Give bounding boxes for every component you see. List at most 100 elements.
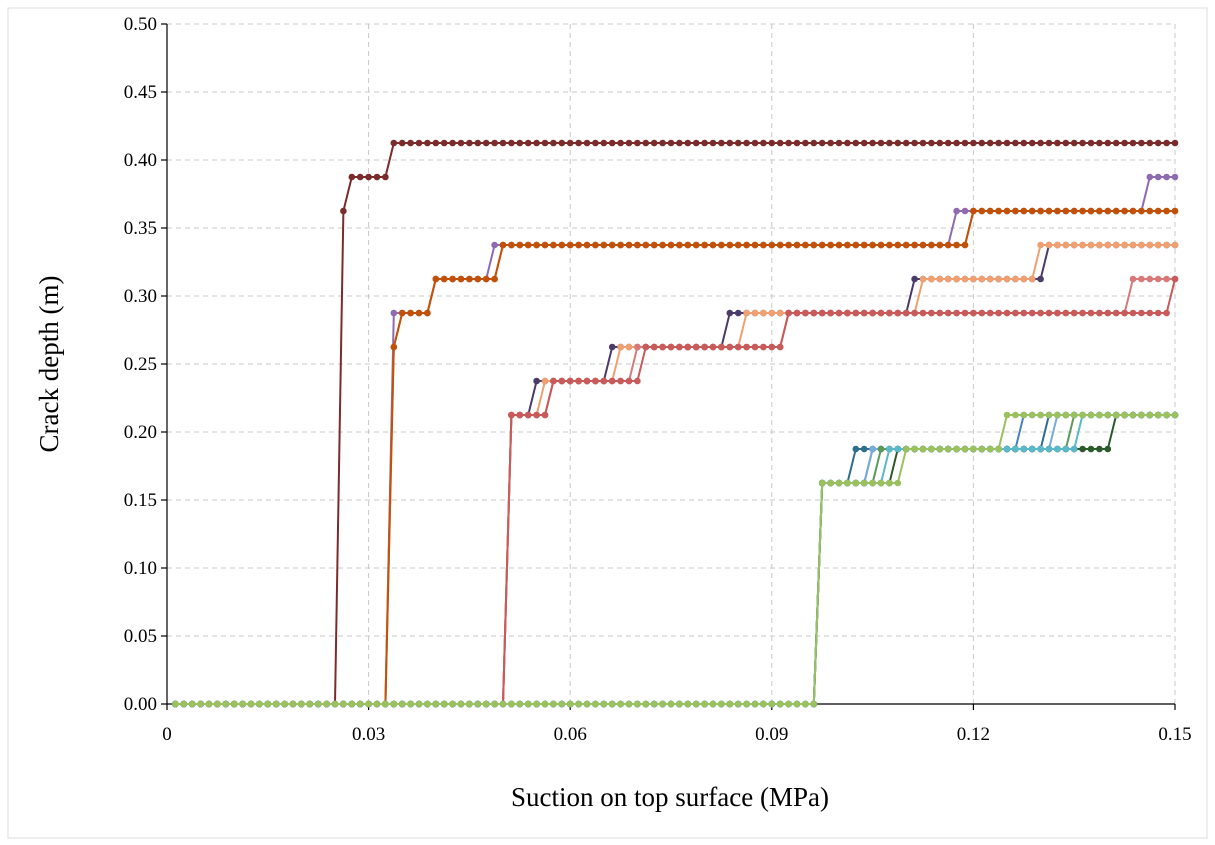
data-point bbox=[172, 700, 179, 708]
data-point bbox=[718, 700, 725, 708]
data-point bbox=[1070, 139, 1078, 147]
x-tick-label: 0 bbox=[162, 724, 172, 745]
data-point bbox=[1171, 275, 1179, 283]
data-point bbox=[768, 309, 776, 317]
data-point bbox=[877, 479, 885, 487]
data-point bbox=[617, 700, 624, 708]
data-point bbox=[323, 700, 330, 708]
data-point bbox=[592, 139, 599, 147]
data-point bbox=[818, 479, 826, 487]
data-point bbox=[936, 139, 944, 147]
data-point bbox=[583, 139, 591, 147]
data-point bbox=[701, 700, 708, 708]
data-point bbox=[1087, 207, 1095, 215]
data-point bbox=[474, 700, 482, 708]
data-point bbox=[734, 139, 742, 147]
data-point bbox=[1138, 309, 1145, 317]
data-point bbox=[726, 139, 734, 147]
data-point bbox=[541, 411, 549, 419]
data-point bbox=[457, 700, 465, 708]
data-point bbox=[1070, 445, 1078, 453]
data-point bbox=[659, 139, 666, 147]
series-5 bbox=[172, 241, 1179, 708]
data-point bbox=[415, 309, 423, 317]
data-point bbox=[533, 700, 540, 708]
data-point bbox=[449, 139, 456, 147]
data-point bbox=[1003, 275, 1011, 283]
data-point bbox=[398, 139, 406, 147]
data-point bbox=[482, 139, 490, 147]
data-point bbox=[1070, 411, 1078, 419]
data-point bbox=[625, 700, 633, 708]
series-8 bbox=[172, 275, 1179, 708]
data-point bbox=[1129, 411, 1137, 419]
data-point bbox=[928, 309, 935, 317]
data-point bbox=[877, 139, 885, 147]
data-point bbox=[516, 411, 524, 419]
data-point bbox=[1028, 445, 1036, 453]
data-point bbox=[1045, 241, 1053, 249]
data-point bbox=[659, 241, 666, 249]
data-point bbox=[642, 139, 650, 147]
y-tick-label: 0.10 bbox=[124, 558, 157, 579]
data-point bbox=[1171, 241, 1179, 249]
data-point bbox=[558, 377, 566, 385]
data-point bbox=[1096, 241, 1103, 249]
data-point bbox=[978, 445, 986, 453]
data-point bbox=[743, 241, 750, 249]
data-point bbox=[508, 139, 515, 147]
data-point bbox=[1020, 411, 1028, 419]
data-point bbox=[424, 139, 431, 147]
data-point bbox=[860, 139, 868, 147]
data-point bbox=[617, 343, 624, 351]
data-point bbox=[180, 700, 188, 708]
data-point bbox=[1087, 241, 1095, 249]
data-point bbox=[230, 700, 238, 708]
data-point bbox=[676, 700, 683, 708]
data-point bbox=[869, 479, 876, 487]
data-point bbox=[928, 275, 935, 283]
series-6 bbox=[172, 241, 1179, 708]
data-point bbox=[491, 241, 498, 249]
data-point bbox=[272, 700, 280, 708]
data-point bbox=[970, 275, 977, 283]
data-point bbox=[600, 139, 608, 147]
data-point bbox=[1070, 309, 1078, 317]
series-11 bbox=[172, 411, 1179, 708]
data-point bbox=[508, 411, 515, 419]
data-point bbox=[667, 241, 675, 249]
data-point bbox=[1121, 309, 1128, 317]
data-point bbox=[491, 700, 498, 708]
data-point bbox=[415, 139, 423, 147]
data-point bbox=[382, 700, 389, 708]
data-point bbox=[818, 139, 826, 147]
data-point bbox=[524, 411, 532, 419]
data-point bbox=[995, 309, 1002, 317]
data-point bbox=[1003, 139, 1011, 147]
y-tick-label: 0.05 bbox=[124, 626, 157, 647]
data-point bbox=[743, 700, 750, 708]
data-point bbox=[1062, 309, 1070, 317]
data-point bbox=[516, 139, 524, 147]
data-point bbox=[734, 309, 742, 317]
data-point bbox=[844, 479, 851, 487]
data-point bbox=[936, 309, 944, 317]
data-point bbox=[499, 241, 507, 249]
data-point bbox=[314, 700, 322, 708]
data-point bbox=[1096, 309, 1103, 317]
data-point bbox=[1096, 139, 1103, 147]
data-point bbox=[566, 700, 574, 708]
data-point bbox=[1028, 207, 1036, 215]
data-point bbox=[1154, 411, 1162, 419]
data-point bbox=[424, 309, 431, 317]
data-point bbox=[491, 275, 498, 283]
data-point bbox=[650, 241, 658, 249]
data-point bbox=[634, 343, 641, 351]
data-point bbox=[709, 700, 717, 708]
data-point bbox=[566, 139, 574, 147]
series-13 bbox=[172, 411, 1179, 708]
data-point bbox=[592, 377, 599, 385]
data-point bbox=[911, 241, 918, 249]
data-point bbox=[718, 241, 725, 249]
data-point bbox=[634, 377, 641, 385]
